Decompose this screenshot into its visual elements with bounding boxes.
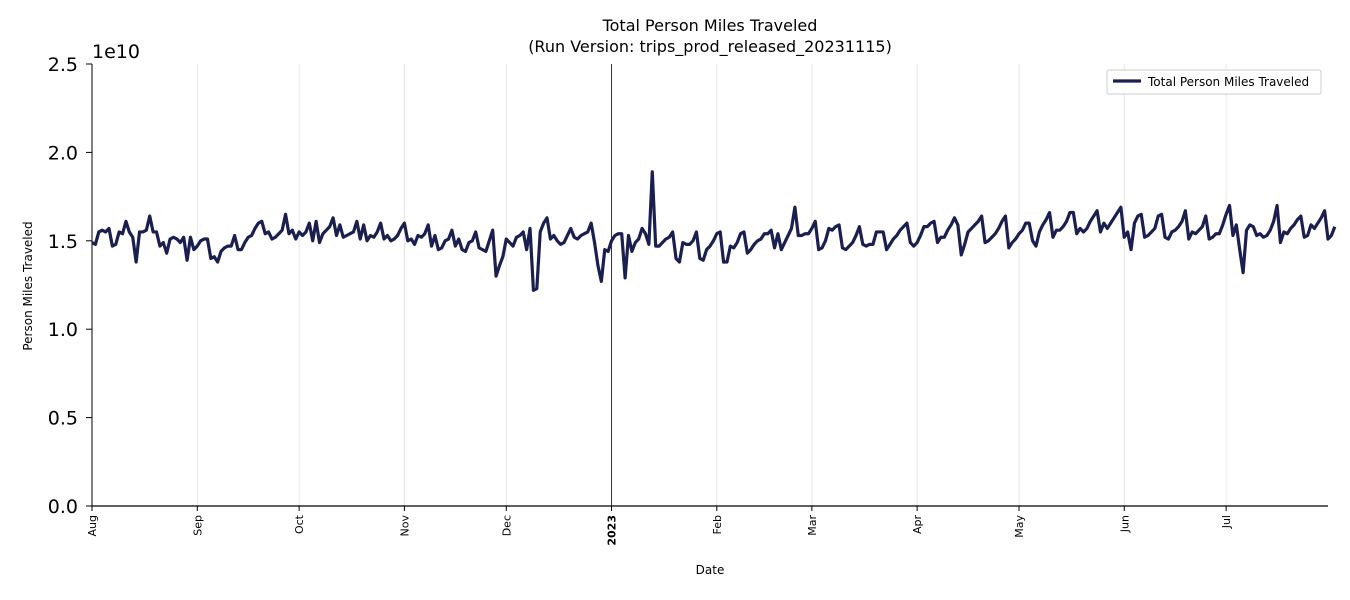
chart-subtitle: (Run Version: trips_prod_released_202311… xyxy=(528,37,892,57)
x-tick-label: Aug xyxy=(86,515,99,536)
x-tick-label: Jun xyxy=(1118,515,1131,533)
y-tick-label: 0.0 xyxy=(48,496,78,518)
x-tick-label: Nov xyxy=(398,515,411,537)
series-line-total-person-miles xyxy=(91,170,1337,292)
x-tick-label: Feb xyxy=(711,515,724,534)
x-tick-label: Sep xyxy=(191,515,204,536)
x-tick-label: Oct xyxy=(293,514,306,534)
x-axis-ticks: Aug Sep Oct Nov Dec 2023 Feb Mar Apr May Jun Jul xyxy=(86,506,1233,546)
y-tick-label: 2.5 xyxy=(48,54,78,76)
x-axis-label: Date xyxy=(696,563,725,577)
y-tick-label: 1.0 xyxy=(48,319,78,341)
x-tick-label: Apr xyxy=(911,515,924,535)
x-tick-label: Jul xyxy=(1220,515,1233,529)
legend: Total Person Miles Traveled xyxy=(1106,69,1322,95)
y-tick-label: 2.0 xyxy=(48,142,78,164)
x-tick-label: Dec xyxy=(500,515,513,536)
x-tick-label: Mar xyxy=(806,515,819,536)
y-axis-label: Person Miles Traveled xyxy=(21,221,35,350)
legend-label: Total Person Miles Traveled xyxy=(1147,75,1309,89)
legend-box xyxy=(1106,69,1322,95)
y-axis-ticks: 0.0 0.5 1.0 1.5 2.0 2.5 xyxy=(48,54,92,518)
grid-lines xyxy=(91,64,1227,506)
y-tick-label: 0.5 xyxy=(48,408,78,430)
chart-title: Total Person Miles Traveled xyxy=(602,16,818,35)
x-tick-label: 2023 xyxy=(606,515,619,546)
y-scale-label: 1e10 xyxy=(92,41,140,63)
y-tick-label: 1.5 xyxy=(48,231,78,253)
x-tick-label: May xyxy=(1013,515,1026,538)
